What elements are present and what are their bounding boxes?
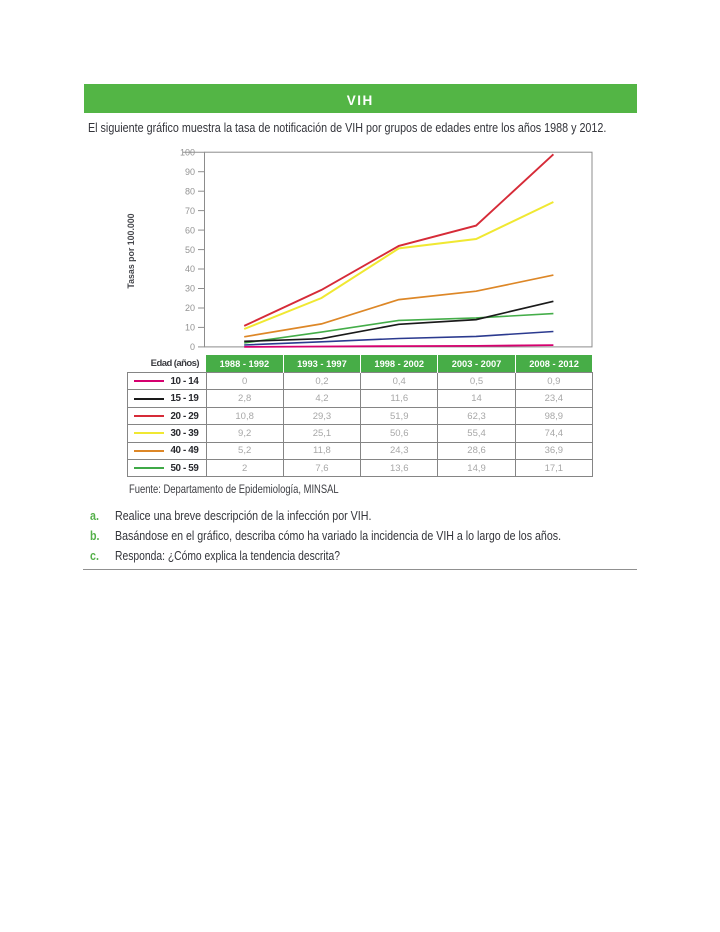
- svg-text:10: 10: [185, 323, 195, 333]
- svg-text:100: 100: [180, 147, 195, 157]
- svg-text:0: 0: [190, 342, 195, 352]
- svg-text:50: 50: [185, 245, 195, 255]
- svg-text:70: 70: [185, 206, 195, 216]
- svg-text:30: 30: [185, 284, 195, 294]
- svg-text:Tasas por 100.000: Tasas por 100.000: [126, 213, 136, 288]
- svg-text:60: 60: [185, 225, 195, 235]
- svg-text:20: 20: [185, 303, 195, 313]
- svg-text:40: 40: [185, 264, 195, 274]
- svg-text:80: 80: [185, 186, 195, 196]
- svg-text:90: 90: [185, 167, 195, 177]
